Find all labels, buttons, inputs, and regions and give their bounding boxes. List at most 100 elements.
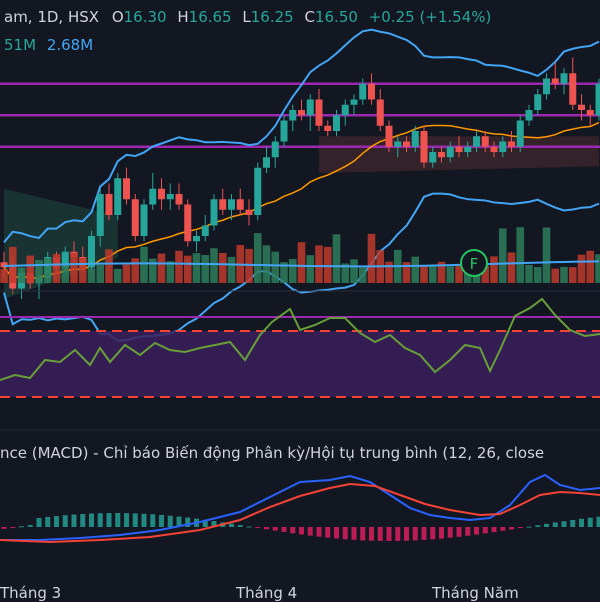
volume-bar — [324, 247, 332, 283]
macd-histogram-bar — [588, 518, 593, 527]
macd-histogram-bar — [317, 527, 322, 537]
volume-bar — [446, 266, 454, 283]
macd-histogram-bar — [527, 527, 532, 528]
candle-body — [473, 136, 480, 147]
candle-body — [281, 121, 288, 142]
volume-bar — [499, 228, 507, 283]
volume-bar — [70, 253, 78, 283]
candle-body — [176, 194, 183, 205]
macd-histogram-bar — [54, 516, 59, 527]
macd-histogram-bar — [28, 525, 33, 527]
volume-bar — [578, 255, 586, 283]
candle-body — [394, 142, 401, 147]
macd-histogram-bar — [597, 517, 600, 527]
candle-body — [167, 194, 174, 199]
macd-histogram-bar — [535, 525, 540, 527]
macd-histogram-bar — [282, 527, 287, 532]
candle-body — [123, 178, 130, 199]
macd-histogram-bar — [72, 515, 77, 527]
macd-histogram-bar — [89, 514, 94, 527]
volume-bar — [201, 255, 209, 283]
volume-bar — [534, 267, 542, 283]
macd-histogram-bar — [553, 522, 558, 527]
macd-histogram-bar — [80, 514, 85, 527]
candle-body — [421, 131, 428, 163]
macd-histogram-bar — [98, 513, 103, 527]
macd-histogram-bar — [10, 527, 15, 528]
volume-bar — [184, 256, 192, 283]
macd-histogram-bar — [63, 515, 68, 527]
macd-histogram-bar — [439, 527, 444, 539]
macd-histogram-bar — [107, 513, 112, 527]
volume-bar — [359, 267, 367, 283]
candle-body — [351, 100, 358, 105]
candle-body — [246, 210, 253, 215]
macd-histogram-bar — [299, 527, 304, 534]
macd-histogram-bar — [37, 518, 42, 527]
volume-bar — [140, 247, 148, 283]
candle-body — [149, 189, 156, 205]
macd-histogram-bar — [369, 527, 374, 541]
candle-body — [368, 84, 375, 100]
candle-body — [97, 194, 104, 236]
candle-body — [298, 110, 305, 115]
macd-histogram-bar — [273, 527, 278, 531]
volume-value-a: 51M — [4, 36, 36, 54]
volume-legend: 51M 2.68M — [4, 36, 93, 54]
candle-body — [482, 136, 489, 147]
volume-bar — [228, 257, 236, 283]
candle-body — [569, 73, 576, 105]
macd-histogram-bar — [562, 521, 567, 527]
ohlc-legend: am, 1D, HSX O16.30 H16.65 L16.25 C16.50 … — [4, 8, 491, 26]
macd-histogram-bar — [247, 526, 252, 527]
macd-histogram-bar — [570, 520, 575, 527]
candle-body — [517, 121, 524, 147]
volume-bar — [114, 269, 122, 283]
macd-histogram-bar — [387, 527, 392, 541]
x-label-march: Tháng 3 — [0, 584, 61, 602]
candle-body — [359, 84, 366, 100]
volume-bar — [158, 254, 166, 283]
volume-bar — [44, 258, 52, 283]
volume-value-b: 2.68M — [47, 36, 93, 54]
candle-body — [184, 205, 191, 242]
volume-bar — [193, 253, 201, 283]
candle-body — [543, 79, 550, 95]
candle-body — [106, 194, 113, 215]
macd-histogram-bar — [150, 514, 155, 527]
macd-histogram-bar — [124, 513, 129, 527]
macd-histogram-bar — [422, 527, 427, 540]
change-value: +0.25 (+1.54%) — [369, 8, 492, 26]
macd-histogram-bar — [308, 527, 313, 536]
volume-bar — [35, 260, 43, 283]
macd-histogram-bar — [413, 527, 418, 540]
volume-bar — [96, 265, 104, 283]
macd-histogram-bar — [448, 527, 453, 538]
volume-bar — [368, 234, 376, 283]
macd-histogram-bar — [45, 517, 50, 527]
macd-histogram-bar — [352, 527, 357, 540]
volume-bar — [298, 242, 306, 283]
candle-body — [447, 147, 454, 158]
macd-histogram-bar — [518, 527, 523, 528]
candle-body — [237, 199, 244, 210]
low-label: L — [242, 8, 250, 26]
macd-histogram-bar — [579, 519, 584, 527]
macd-histogram-bar — [378, 527, 383, 541]
event-marker-label: F — [470, 255, 479, 273]
volume-bar — [490, 256, 498, 283]
macd-histogram-bar — [457, 527, 462, 537]
candle-body — [508, 142, 515, 147]
volume-bar — [411, 257, 419, 283]
x-label-may: Tháng Năm — [432, 584, 519, 602]
volume-bar — [429, 266, 437, 283]
volume-bar — [350, 259, 358, 283]
candle-body — [578, 105, 585, 110]
volume-bar — [79, 258, 87, 283]
candle-body — [429, 152, 436, 163]
volume-bar — [516, 227, 524, 283]
candle-body — [386, 126, 393, 147]
macd-histogram-bar — [255, 527, 260, 528]
candle-body — [587, 110, 594, 115]
